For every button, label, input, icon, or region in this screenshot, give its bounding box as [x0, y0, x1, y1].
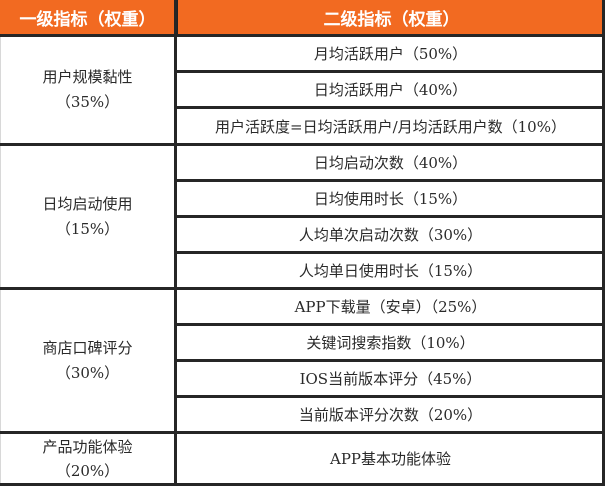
subrow-divider [175, 106, 605, 109]
level1-name: 商店口碑评分 [42, 338, 133, 357]
level2-cell: APP基本功能体验 [329, 450, 452, 468]
row-divider [0, 287, 605, 290]
level1-cell-store-rating: 商店口碑评分 （30%） [0, 289, 175, 432]
level2-cell: 日均使用时长（15%） [313, 190, 468, 208]
left-border [0, 35, 1, 486]
level1-name: 用户规模黏性 [42, 67, 133, 86]
level2-cell: 当前版本评分次数（20%） [298, 406, 483, 424]
subrow-divider [175, 359, 605, 362]
level2-cell: APP下载量（安卓）（25%） [294, 298, 487, 316]
level2-cell: 日均启动次数（40%） [313, 154, 468, 172]
level2-cell: 关键词搜索指数（10%） [306, 334, 475, 352]
level1-weight: （15%） [55, 219, 120, 238]
header-level2: 二级指标（权重） [175, 0, 605, 35]
subrow-divider [175, 179, 605, 182]
subrow-divider [175, 323, 605, 326]
row-divider [0, 431, 605, 434]
level1-cell-product-experience: 产品功能体验 （20%） [0, 433, 175, 484]
level1-name: 日均启动使用 [42, 194, 133, 213]
subrow-divider [175, 70, 605, 73]
row-divider [0, 34, 605, 37]
row-divider [0, 143, 605, 146]
subrow-divider [175, 215, 605, 218]
level1-weight: （35%） [55, 92, 120, 111]
level1-cell-daily-launch: 日均启动使用 （15%） [0, 145, 175, 288]
column-divider [174, 0, 177, 486]
level2-cell: 人均单次启动次数（30%） [298, 226, 483, 244]
level2-cell: 月均活跃用户（50%） [313, 44, 468, 63]
level1-weight: （20%） [55, 461, 120, 480]
level2-cell: 日均活跃用户（40%） [313, 81, 468, 99]
header-level1: 一级指标（权重） [0, 0, 175, 35]
level2-cell: 用户活跃度=日均活跃用户/月均活跃用户数（10%） [215, 117, 566, 136]
row-divider [0, 483, 605, 486]
level1-name: 产品功能体验 [42, 437, 133, 456]
level1-cell-user-scale: 用户规模黏性 （35%） [0, 35, 175, 144]
level2-cell: IOS当前版本评分（45%） [299, 370, 482, 388]
level2-cell: 人均单日使用时长（15%） [298, 262, 483, 280]
level1-weight: （30%） [55, 363, 120, 382]
subrow-divider [175, 251, 605, 254]
right-border [602, 0, 605, 486]
subrow-divider [175, 395, 605, 398]
